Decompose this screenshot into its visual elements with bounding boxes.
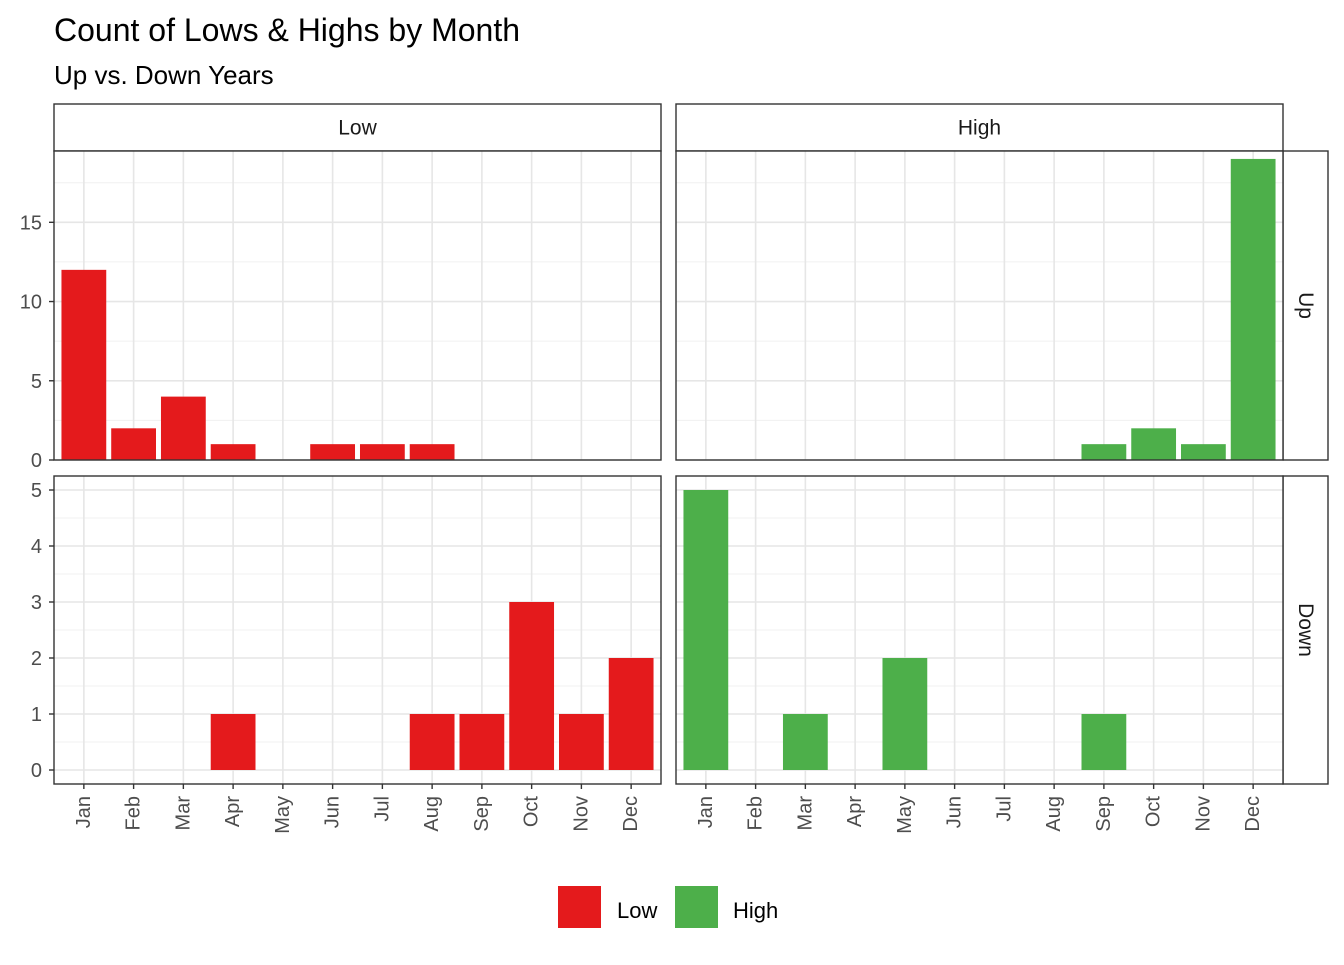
x-tick-label-dec: Dec: [620, 796, 642, 832]
bar-down-high-may: [882, 658, 928, 770]
x-tick-label-oct: Oct: [521, 796, 543, 828]
bar-down-high-jan: [683, 490, 729, 770]
bar-down-low-aug: [409, 714, 455, 770]
x-tick-label-jul: Jul: [371, 796, 393, 822]
x-tick-label-mar: Mar: [794, 796, 816, 831]
y-tick-label: 3: [31, 592, 42, 614]
y-tick-label: 4: [31, 536, 42, 558]
bar-up-low-feb: [111, 428, 156, 460]
y-tick-label: 5: [31, 371, 42, 393]
panel-down-high-border: [675, 475, 1284, 785]
panel-up-high: [675, 150, 1284, 461]
bar-down-low-oct: [509, 602, 555, 770]
bar-up-low-jan: [61, 269, 107, 460]
panel-up-high-background: [676, 151, 1283, 460]
bar-up-low-apr: [210, 444, 256, 460]
x-tick-label-oct: Oct: [1143, 796, 1165, 828]
x-tick-label-feb: Feb: [123, 796, 145, 830]
bar-down-low-nov: [559, 714, 604, 770]
y-tick-label: 0: [31, 450, 42, 472]
bar-up-high-nov: [1181, 444, 1226, 460]
panel-down-high: [675, 475, 1284, 785]
legend: Low High: [558, 886, 778, 928]
chart-subtitle: Up vs. Down Years: [54, 60, 274, 90]
y-tick-label: 15: [20, 212, 42, 234]
bar-down-low-dec: [608, 658, 654, 770]
panel-up-low: [53, 150, 662, 461]
x-tick-label-may: May: [894, 796, 916, 834]
panels-layer: Low High Up Down 0 5 10 15 0 1 2 3 4 5 Jan Feb Mar Apr May…: [20, 103, 1329, 834]
panel-down-low: [53, 475, 662, 785]
bar-down-low-apr: [210, 714, 256, 770]
x-tick-label-jan: Jan: [73, 796, 95, 828]
facet-strip-label-up: Up: [1294, 292, 1317, 319]
x-tick-label-nov: Nov: [570, 796, 592, 832]
x-tick-label-jun: Jun: [322, 796, 344, 828]
x-tick-label-sep: Sep: [1093, 796, 1115, 832]
panel-down-low-border: [53, 475, 662, 785]
legend-key-high: [675, 886, 718, 928]
x-tick-label-jan: Jan: [695, 796, 717, 828]
bar-up-low-jun: [310, 444, 356, 460]
y-tick-label: 10: [20, 292, 42, 314]
bar-up-low-mar: [160, 396, 206, 460]
panel-up-high-border: [675, 150, 1284, 461]
facet-strip-label-down: Down: [1294, 603, 1317, 657]
bar-down-high-sep: [1081, 714, 1127, 770]
x-tick-label-aug: Aug: [1043, 796, 1065, 832]
y-tick-label: 1: [31, 704, 42, 726]
x-tick-label-mar: Mar: [172, 796, 194, 831]
x-tick-label-may: May: [272, 796, 294, 834]
bar-down-high-mar: [782, 714, 828, 770]
facet-strip-up: [1282, 150, 1329, 461]
x-tick-label-jul: Jul: [993, 796, 1015, 822]
y-tick-label: 0: [31, 760, 42, 782]
bar-up-high-dec: [1230, 158, 1276, 460]
bar-up-low-jul: [359, 444, 405, 460]
x-tick-label-apr: Apr: [222, 796, 244, 827]
facet-strip-low: [53, 103, 662, 152]
x-tick-label-nov: Nov: [1192, 796, 1214, 832]
bar-up-high-sep: [1081, 444, 1127, 460]
x-tick-label-aug: Aug: [421, 796, 443, 832]
y-tick-label: 5: [31, 480, 42, 502]
facet-strip-high: [675, 103, 1284, 152]
chart-title: Count of Lows & Highs by Month: [54, 12, 520, 48]
x-tick-label-apr: Apr: [844, 796, 866, 827]
x-tick-label-jun: Jun: [944, 796, 966, 828]
bar-up-low-aug: [409, 444, 455, 460]
y-tick-label: 2: [31, 648, 42, 670]
bar-down-low-sep: [459, 714, 505, 770]
facet-strip-label-high: High: [958, 117, 1001, 140]
x-tick-label-feb: Feb: [745, 796, 767, 830]
panel-up-low-border: [53, 150, 662, 461]
x-tick-label-dec: Dec: [1242, 796, 1264, 832]
facet-strip-down: [1282, 475, 1329, 785]
legend-label-high: High: [733, 898, 778, 923]
facet-strip-label-low: Low: [338, 117, 377, 140]
bar-up-high-oct: [1131, 428, 1177, 460]
legend-label-low: Low: [617, 898, 657, 923]
legend-key-low: [558, 886, 601, 928]
x-tick-label-sep: Sep: [471, 796, 493, 832]
panel-up-low-background: [54, 151, 661, 460]
